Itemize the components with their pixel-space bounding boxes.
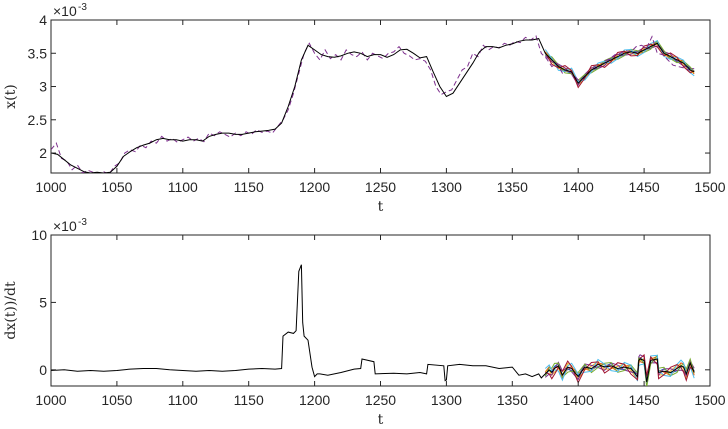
y-tick-label: 2 — [39, 145, 47, 161]
x-tick-label: 1200 — [299, 392, 330, 408]
x-tick-label: 1450 — [629, 392, 660, 408]
ensemble-line-7 — [544, 43, 695, 89]
x-tick-label: 1400 — [563, 392, 594, 408]
top-plot-x-of-t: 1000 1050 1100 1150 1200 1250 1300 1350 1400 1450… — [3, 2, 726, 215]
x-tick-label: 1300 — [431, 392, 462, 408]
y-tick-label: 10 — [31, 227, 47, 243]
x-tick-label: 1100 — [168, 179, 198, 195]
x-tick-label: 1150 — [234, 392, 264, 408]
series-line-main — [51, 264, 695, 383]
x-axis-label: t — [378, 412, 384, 428]
x-tick-label: 1050 — [101, 179, 132, 195]
x-axis-label: t — [378, 199, 384, 215]
y-tick-label: 0 — [39, 362, 47, 378]
plot-area — [51, 35, 695, 173]
x-tick-label: 1200 — [299, 179, 330, 195]
y-tick-label: 3 — [39, 79, 47, 95]
x-tick-label: 1150 — [234, 179, 264, 195]
y-tick-label: 4 — [39, 12, 47, 28]
y-axis-label: dx(t))/dt — [3, 281, 19, 340]
y-tick-label: 2.5 — [28, 112, 48, 128]
x-tick-label: 1300 — [431, 179, 462, 195]
x-tick-label: 1250 — [365, 179, 396, 195]
series-line-main — [51, 38, 695, 173]
series-line-dashed — [51, 35, 695, 173]
x-tick-label: 1100 — [168, 392, 198, 408]
x-tick-label: 1050 — [101, 392, 132, 408]
x-tick-label: 1000 — [35, 392, 66, 408]
y-tick-label: 3.5 — [28, 45, 48, 61]
y-exponent-power: -3 — [78, 2, 87, 13]
bottom-plot-dxdt: 1000 1050 1100 1150 1200 1250 1300 1350 1400 1450… — [3, 217, 726, 428]
ensemble-line-7 — [545, 353, 695, 384]
ensemble-line-3 — [545, 356, 695, 382]
y-exponent-label: ×10 — [53, 218, 77, 234]
x-tick-label: 1000 — [35, 179, 66, 195]
x-tick-label: 1350 — [497, 179, 528, 195]
x-tick-label: 1500 — [694, 392, 725, 408]
y-tick-label: 5 — [39, 294, 47, 310]
x-tick-label: 1500 — [694, 179, 725, 195]
y-axis-label: x(t) — [3, 84, 19, 108]
ensemble-line-6 — [544, 354, 695, 383]
x-tick-label: 1450 — [629, 179, 660, 195]
x-tick-label: 1400 — [563, 179, 594, 195]
y-exponent-power: -3 — [78, 217, 87, 228]
plot-area — [51, 264, 695, 386]
x-tick-label: 1250 — [365, 392, 396, 408]
x-tick-label: 1350 — [497, 392, 528, 408]
axes-frame — [50, 19, 711, 174]
y-exponent-label: ×10 — [53, 3, 77, 19]
